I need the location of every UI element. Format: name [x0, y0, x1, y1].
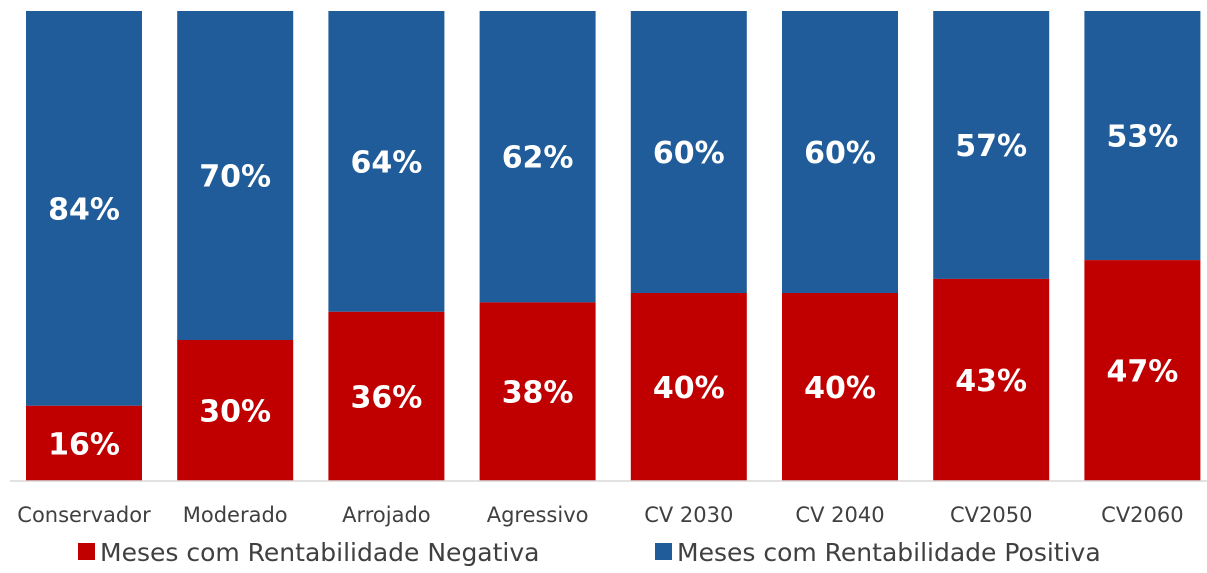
bar-positive-conservador [26, 11, 142, 406]
x-tick-label-agressivo: Agressivo [487, 503, 589, 527]
legend-label-meses-com-rentabilidade-positiva: Meses com Rentabilidade Positiva [677, 538, 1101, 567]
bar-positive-moderado [177, 11, 294, 340]
data-label-positive-cv2050: 57% [955, 129, 1027, 164]
data-label-negative-cv2050: 43% [955, 364, 1027, 399]
bar-negative-cv2050 [933, 278, 1050, 481]
bar-negative-cv-2040 [782, 293, 898, 481]
data-label-negative-agressivo: 38% [502, 376, 574, 411]
bar-positive-cv-2040 [782, 11, 898, 293]
x-tick-label-cv-2030: CV 2030 [644, 503, 733, 527]
legend-swatch-meses-com-rentabilidade-positiva [655, 543, 672, 560]
data-label-negative-moderado: 30% [199, 395, 271, 430]
x-tick-label-conservador: Conservador [17, 503, 151, 527]
data-label-negative-cv2060: 47% [1106, 355, 1178, 390]
legend: Meses com Rentabilidade Negativa Meses co… [78, 538, 1101, 567]
bar-negative-conservador [26, 405, 142, 481]
bar-positive-arrojado [328, 11, 445, 312]
x-tick-label-arrojado: Arrojado [342, 503, 431, 527]
data-label-negative-arrojado: 36% [350, 380, 422, 415]
x-tick-labels: Conservador Moderado Arrojado Agressivo CV 2… [17, 503, 1183, 527]
bar-positive-cv2050 [933, 11, 1050, 279]
data-label-positive-agressivo: 62% [502, 141, 574, 176]
bar-positive-cv-2030 [630, 11, 747, 293]
bar-positive-cv2060 [1084, 11, 1201, 261]
x-tick-label-moderado: Moderado [183, 503, 288, 527]
data-label-positive-conservador: 84% [48, 192, 120, 227]
x-tick-label-cv2060: CV2060 [1101, 503, 1183, 527]
bars-layer: 84% 16% 70% 30% 64% 36% 62% 38% 60% 40% 60% 40% 57% 4… [26, 11, 1201, 481]
bar-negative-cv2060 [1084, 260, 1201, 481]
bar-negative-cv-2030 [630, 293, 747, 481]
data-label-negative-cv-2030: 40% [653, 371, 725, 406]
x-tick-label-cv2050: CV2050 [950, 503, 1032, 527]
data-label-positive-cv2060: 53% [1106, 120, 1178, 155]
x-tick-label-cv-2040: CV 2040 [795, 503, 884, 527]
bar-negative-arrojado [328, 311, 445, 481]
data-label-positive-moderado: 70% [199, 160, 271, 195]
data-label-positive-cv-2030: 60% [653, 136, 725, 171]
legend-swatch-meses-com-rentabilidade-negativa [78, 543, 95, 560]
legend-label-meses-com-rentabilidade-negativa: Meses com Rentabilidade Negativa [100, 538, 540, 567]
bar-negative-moderado [177, 340, 294, 481]
data-label-positive-cv-2040: 60% [804, 136, 876, 171]
bar-positive-agressivo [479, 11, 596, 303]
data-label-positive-arrojado: 64% [350, 145, 422, 180]
bar-negative-agressivo [479, 302, 596, 481]
data-label-negative-cv-2040: 40% [804, 371, 876, 406]
data-label-negative-conservador: 16% [48, 427, 120, 462]
